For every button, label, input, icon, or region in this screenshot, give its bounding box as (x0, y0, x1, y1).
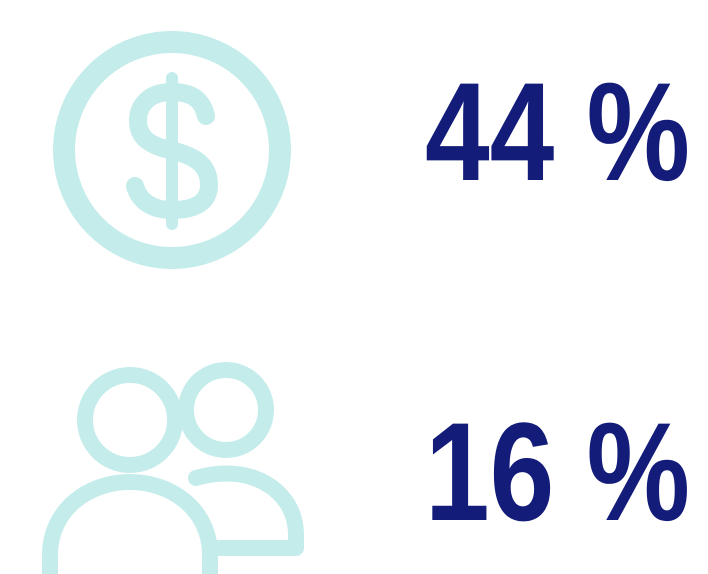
people-icon (42, 362, 304, 574)
dollar-circle (53, 31, 291, 269)
back-body (188, 465, 304, 556)
back-head (178, 362, 274, 458)
dollar-icon (53, 31, 291, 269)
stat-value: 44 % (425, 53, 690, 210)
front-head (77, 367, 183, 473)
dollar-s (126, 83, 218, 219)
front-body (42, 474, 218, 574)
stat-value: 16 % (425, 393, 690, 550)
